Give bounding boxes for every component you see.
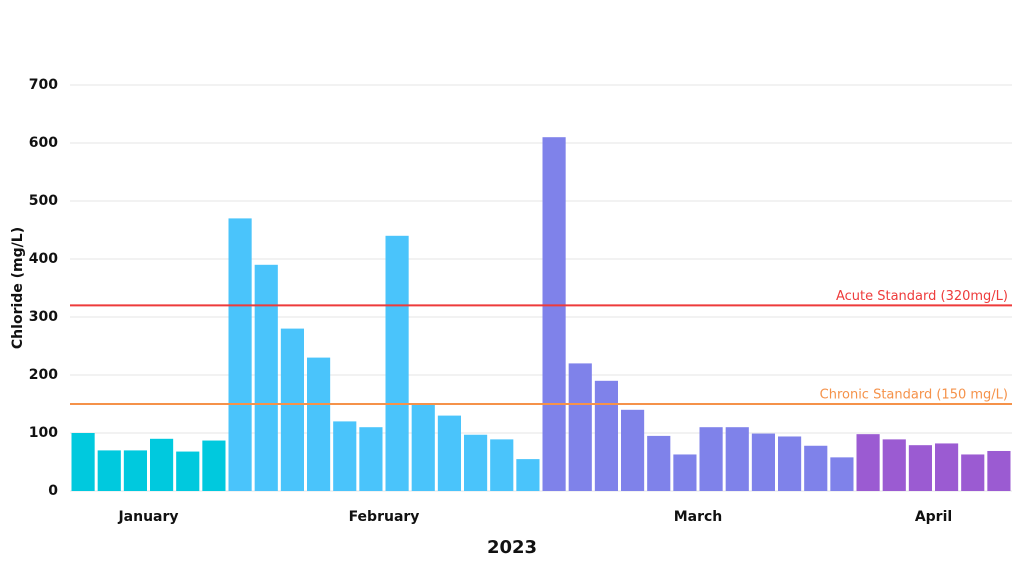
y-tick-label: 400	[29, 251, 58, 267]
y-tick-label: 100	[29, 425, 58, 441]
reference-label: Acute Standard (320mg/L)	[836, 289, 1008, 304]
bar	[333, 421, 357, 491]
bar	[725, 427, 749, 491]
bar	[202, 440, 226, 491]
bar	[751, 433, 775, 491]
y-tick-label: 700	[29, 77, 58, 93]
y-tick-label: 200	[29, 367, 58, 383]
bar	[280, 328, 304, 491]
x-axis-label: 2023	[487, 537, 537, 558]
y-tick-label: 500	[29, 193, 58, 209]
bar	[647, 435, 671, 491]
bar	[254, 264, 278, 491]
bar	[699, 427, 723, 491]
bar	[385, 235, 409, 491]
y-tick-label: 600	[29, 135, 58, 151]
x-group-label: January	[117, 509, 178, 525]
bar	[411, 404, 435, 491]
bar	[987, 450, 1011, 491]
bar	[594, 380, 618, 491]
bar	[673, 454, 697, 491]
y-axis-label: Chloride (mg/L)	[10, 227, 26, 349]
bar	[621, 409, 645, 491]
bar	[830, 457, 854, 491]
bar	[307, 357, 331, 491]
y-tick-label: 300	[29, 309, 58, 325]
y-tick-label: 0	[48, 483, 58, 499]
bar	[71, 433, 95, 491]
bar	[359, 427, 383, 491]
bar	[568, 363, 592, 491]
bar	[935, 443, 959, 491]
bar	[176, 451, 200, 491]
bar	[437, 415, 461, 491]
reference-label: Chronic Standard (150 mg/L)	[820, 388, 1008, 403]
bar	[856, 434, 880, 491]
bar	[123, 450, 147, 491]
bar	[908, 445, 932, 491]
x-group-label: April	[915, 509, 952, 525]
bar	[464, 434, 488, 491]
bar	[542, 137, 566, 491]
bar	[804, 445, 828, 491]
bar	[778, 436, 802, 491]
x-group-label: March	[674, 509, 723, 525]
x-group-label: February	[349, 509, 420, 525]
bar	[882, 439, 906, 491]
bar	[228, 218, 252, 491]
bar	[490, 439, 514, 491]
bar	[516, 459, 540, 491]
bar	[961, 454, 985, 491]
bar	[97, 450, 121, 491]
bar	[150, 438, 174, 491]
